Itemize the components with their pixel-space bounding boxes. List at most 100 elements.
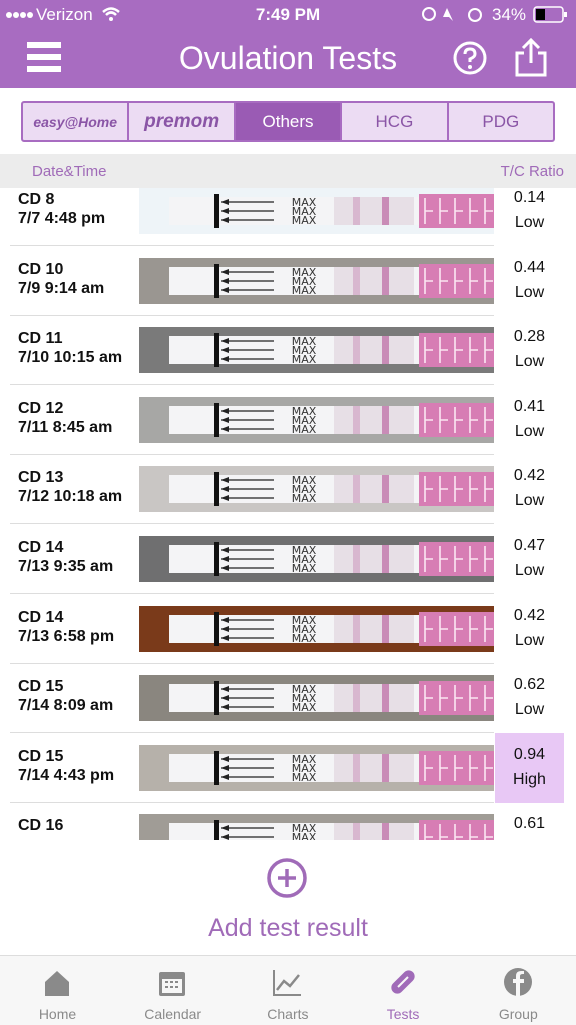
test-row[interactable]: CD 15 7/14 4:43 pm MAX MAX MAX 0.94 High [0, 732, 576, 803]
tab[interactable]: PDG [446, 103, 553, 140]
row-separator [10, 593, 494, 594]
tc-ratio: 0.47 [513, 537, 546, 554]
battery-icon [533, 6, 567, 23]
tab[interactable]: Others [233, 103, 341, 140]
row-separator [10, 732, 494, 734]
nav-label: Tests [386, 1006, 420, 1022]
cycle-day: CD 10 [18, 260, 64, 278]
strip-arrowhead [221, 834, 229, 840]
lh-pattern [439, 476, 448, 503]
lh-pattern [454, 337, 463, 364]
lh-pattern [469, 685, 478, 712]
tc-ratio: 0.62 [513, 676, 546, 694]
strip-label: MAX [292, 205, 317, 218]
lh-pattern [424, 754, 433, 781]
test-row[interactable]: CD 8 7/7 4:48 pm MAX MAX MAX 0.14 Low [0, 188, 576, 246]
strip-bar [214, 542, 219, 576]
help-button[interactable] [452, 40, 488, 76]
nav-item[interactable]: Tests [346, 956, 461, 1025]
lh-pattern [469, 198, 478, 224]
result-window [334, 753, 414, 782]
test-row[interactable]: CD 10 7/9 9:14 am MAX MAX MAX 0.44 Low [0, 246, 576, 316]
test-row[interactable]: CD 16 MAX MAX MAX 0.61 [0, 802, 576, 840]
ratio-level: Low [514, 701, 545, 719]
ratio-cell: 0.14 Low [495, 188, 564, 246]
ratio-cell: 0.61 [495, 802, 564, 840]
lh-pattern [439, 546, 448, 572]
strip-label: MAX [292, 544, 317, 557]
test-row[interactable]: CD 14 7/13 9:35 am MAX MAX MAX 0.47 Low [0, 524, 576, 594]
strip-bar [214, 611, 219, 646]
lh-pattern [439, 337, 448, 364]
strip-label: MAX [292, 632, 317, 645]
strip-arrowhead [221, 407, 229, 414]
tab[interactable]: HCG [340, 103, 446, 140]
lh-pattern [454, 267, 463, 294]
nav-icon [159, 972, 186, 996]
nav-item[interactable]: Charts [230, 956, 345, 1025]
header: Ovulation Tests [0, 30, 576, 88]
strip-label: MAX [292, 822, 317, 835]
strip-arrowhead [221, 704, 229, 711]
result-window [334, 823, 414, 840]
strip-bar [214, 750, 219, 785]
test-row[interactable]: CD 14 7/13 6:58 pm MAX MAX MAX 0.42 Low [0, 594, 576, 664]
test-row[interactable]: CD 12 7/11 8:45 am MAX MAX MAX 0.41 Low [0, 385, 576, 455]
tab-bar: Home Calendar Charts Tests Group [0, 955, 576, 1025]
lh-pattern [424, 198, 433, 224]
lh-pattern [454, 615, 463, 642]
test-line [353, 753, 360, 782]
row-separator [10, 314, 494, 316]
tab[interactable]: premom [127, 103, 233, 140]
test-row[interactable]: CD 15 7/14 8:09 am MAX MAX MAX 0.62 Low [0, 663, 576, 734]
strip-arrowhead [221, 347, 229, 354]
lh-pattern [454, 406, 463, 433]
strip-arrowhead [221, 755, 229, 762]
row-separator [10, 453, 494, 455]
lh-pattern [484, 546, 493, 572]
cycle-day: CD 8 [18, 191, 55, 208]
lh-pattern [424, 337, 433, 364]
lh-pattern [484, 754, 493, 781]
add-icon[interactable] [266, 857, 308, 899]
strip-label: MAX [292, 414, 317, 427]
lh-pattern [424, 824, 433, 840]
add-test-button[interactable]: Add test result [208, 914, 368, 942]
share-button[interactable] [513, 38, 549, 78]
tc-ratio: 0.42 [513, 467, 546, 485]
test-line [353, 684, 360, 713]
lh-pattern [454, 546, 463, 572]
control-line [382, 753, 389, 782]
test-row[interactable]: CD 11 7/10 10:15 am MAX MAX MAX 0.28 Low [0, 315, 576, 386]
nav-item[interactable]: Group [461, 956, 576, 1025]
ratio-column: T/C Ratio [500, 163, 564, 180]
nav-icon [503, 968, 532, 996]
strip-arrowhead [221, 686, 229, 693]
signal-icon [6, 12, 33, 18]
lh-pattern [424, 267, 433, 294]
strip-arrowhead [221, 634, 229, 641]
tc-ratio: 0.44 [513, 258, 546, 276]
lh-pattern [484, 198, 493, 224]
row-separator [10, 245, 494, 246]
nav-item[interactable]: Calendar [115, 956, 230, 1025]
wifi-icon [102, 7, 120, 21]
nav-item[interactable]: Home [0, 956, 115, 1025]
lh-pattern [424, 476, 433, 503]
lh-pattern [484, 824, 493, 840]
strip-label: MAX [292, 284, 317, 297]
lh-pattern [439, 406, 448, 433]
lh-pattern [424, 406, 433, 433]
strip-arrowhead [221, 616, 229, 623]
lh-pattern [484, 476, 493, 503]
nav-icon [273, 970, 302, 996]
menu-button[interactable] [27, 40, 63, 76]
test-row[interactable]: CD 13 7/12 10:18 am MAX MAX MAX 0.42 Low [0, 454, 576, 525]
tab[interactable]: easy@Home [33, 113, 118, 130]
lh-pattern [439, 267, 448, 294]
